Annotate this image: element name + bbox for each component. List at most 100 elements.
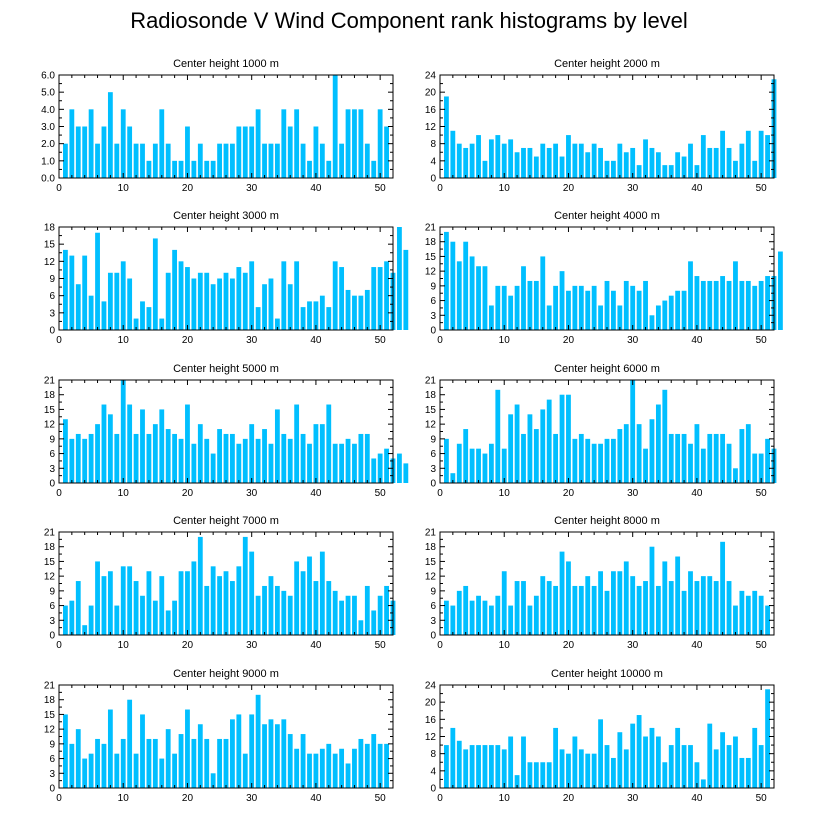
bar	[236, 267, 242, 330]
bar	[274, 409, 280, 483]
x-tick-label: 0	[437, 640, 443, 651]
bar	[326, 581, 332, 635]
bar	[681, 590, 687, 635]
bar	[204, 160, 210, 178]
bar	[191, 561, 197, 635]
y-tick-label: 21	[425, 223, 437, 234]
bar	[307, 301, 312, 330]
bar	[521, 266, 526, 330]
bar	[540, 576, 546, 635]
bar	[358, 295, 364, 330]
y-tick-label: 15	[425, 557, 437, 568]
y-tick-label: 12	[44, 257, 56, 268]
bar	[339, 143, 345, 178]
bar	[281, 261, 287, 330]
bar	[623, 749, 629, 789]
bar	[107, 414, 113, 483]
bar	[662, 300, 668, 330]
bar	[345, 289, 351, 330]
bar	[191, 160, 197, 178]
bar	[482, 453, 488, 483]
x-tick-label: 0	[437, 335, 443, 346]
bar	[778, 251, 783, 330]
bar	[63, 605, 68, 635]
bar	[152, 600, 158, 635]
bar	[508, 295, 514, 330]
y-tick-label: 18	[44, 390, 56, 401]
bar	[268, 278, 274, 330]
bar	[294, 561, 300, 635]
x-tick-label: 40	[691, 335, 703, 346]
bar	[377, 453, 383, 483]
bar	[739, 757, 745, 788]
bar	[294, 109, 300, 178]
y-tick-label: 15	[44, 240, 56, 251]
bar	[566, 394, 571, 483]
bar	[140, 409, 145, 483]
bar	[345, 595, 351, 635]
bar	[488, 305, 494, 330]
bar	[720, 130, 726, 178]
bar	[636, 424, 642, 483]
bar	[69, 743, 75, 788]
y-tick-label: 18	[425, 542, 437, 553]
y-tick-label: 12	[44, 420, 56, 431]
bar	[63, 714, 68, 788]
bar	[694, 165, 700, 179]
bar	[720, 276, 726, 330]
y-tick-label: 21	[425, 376, 437, 387]
bar	[274, 585, 280, 635]
bar	[146, 160, 152, 178]
bar	[469, 256, 475, 330]
bar	[533, 429, 539, 483]
y-tick-label: 15	[44, 557, 56, 568]
bar	[623, 152, 629, 178]
bar	[287, 438, 293, 483]
bar	[450, 605, 456, 635]
bar	[578, 585, 584, 635]
bar	[287, 284, 293, 330]
y-tick-label: 3	[430, 464, 436, 475]
bar	[339, 267, 345, 330]
bar	[495, 745, 501, 788]
bar	[127, 126, 133, 178]
bar	[364, 143, 370, 178]
bar	[371, 267, 377, 330]
bar	[559, 749, 565, 789]
bar	[287, 595, 293, 635]
page-title: Radiosonde V Wind Component rank histogr…	[130, 8, 688, 33]
y-tick-label: 21	[44, 528, 56, 539]
bar	[120, 738, 126, 788]
y-tick-label: 20	[425, 698, 437, 709]
bar	[262, 724, 267, 788]
bar	[377, 743, 383, 788]
bar	[688, 571, 693, 635]
bar	[152, 738, 158, 788]
bar	[758, 280, 764, 330]
y-tick-label: 18	[44, 695, 56, 706]
panel-title: Center height 2000 m	[554, 58, 660, 70]
bar	[611, 290, 616, 330]
y-tick-label: 15	[425, 252, 437, 263]
bar	[152, 424, 158, 483]
bar	[585, 753, 591, 788]
x-tick-label: 30	[627, 183, 639, 194]
y-tick-label: 18	[44, 223, 56, 234]
bar	[765, 438, 770, 483]
bar	[572, 585, 578, 635]
bar	[668, 433, 674, 483]
bar	[604, 280, 610, 330]
y-tick-label: 9	[430, 281, 436, 292]
x-tick-label: 40	[691, 183, 703, 194]
bar	[752, 727, 758, 788]
x-tick-label: 40	[310, 183, 322, 194]
bar	[236, 566, 242, 635]
bar	[95, 738, 100, 788]
bar	[165, 429, 171, 483]
bar	[752, 160, 758, 178]
bar	[185, 404, 190, 483]
y-tick-label: 6.0	[41, 71, 55, 82]
bar	[688, 143, 693, 178]
bar	[127, 278, 133, 330]
bar	[566, 290, 571, 330]
